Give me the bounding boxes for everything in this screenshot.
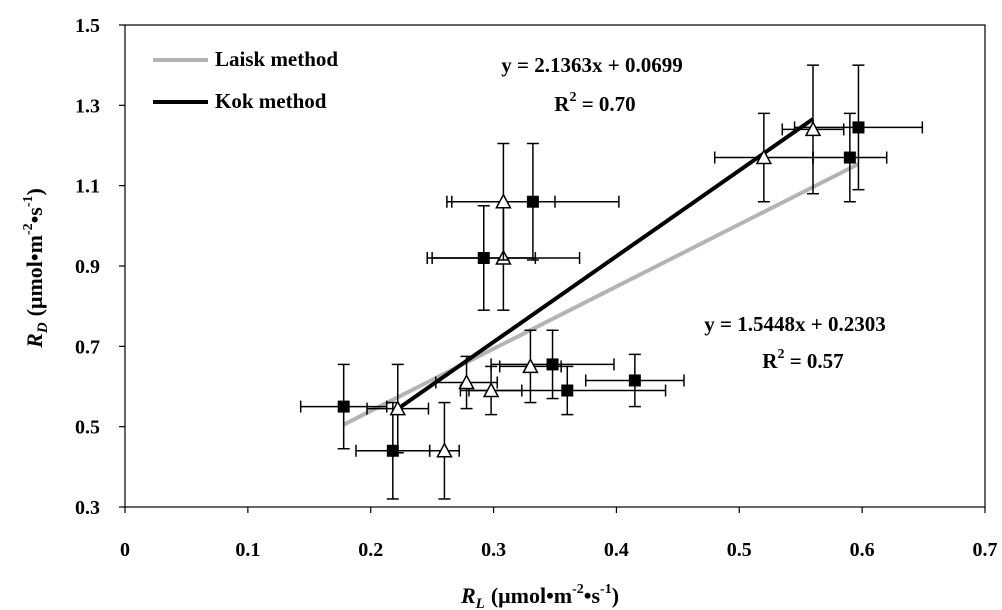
data-point: [355, 401, 431, 500]
legend-label-kok: Kok method: [215, 89, 327, 113]
data-point: [812, 112, 888, 203]
x-tick-label: 0.2: [358, 539, 383, 561]
data-point: [366, 363, 430, 454]
y-tick-label: 1.5: [75, 15, 100, 37]
fit-lines: [342, 117, 860, 427]
square-marker: [337, 400, 350, 413]
y-axis-ticks: 0.3 0.5 0.7 0.9 1.1 1.3 1.5: [75, 15, 125, 519]
square-marker: [852, 121, 865, 134]
data-point: [498, 329, 562, 404]
data-point: [584, 353, 685, 408]
square-marker: [628, 374, 641, 387]
y-tick-label: 1.3: [75, 95, 100, 117]
y-axis-title: RD(μmol•m-2•s-1): [21, 188, 51, 349]
triangle-marker: [482, 381, 500, 398]
data-point: [451, 142, 556, 261]
data-point: [490, 329, 615, 400]
triangle-marker: [389, 400, 406, 416]
square-marker: [561, 384, 574, 397]
y-tick-label: 0.5: [75, 417, 100, 439]
x-tick-label: 0.5: [727, 539, 752, 561]
triangle-marker: [804, 120, 822, 137]
fit-line-laisk-method: [342, 162, 860, 427]
kok-equation: y = 2.1363x + 0.0699: [501, 53, 682, 77]
triangle-marker: [436, 442, 453, 458]
laisk-equation: y = 1.5448x + 0.2303: [704, 312, 885, 336]
y-tick-label: 0.7: [75, 336, 100, 358]
y-tick-label: 1.1: [75, 176, 100, 198]
data-point: [781, 64, 845, 195]
square-marker: [386, 444, 399, 457]
legend-label-laisk: Laisk method: [215, 47, 338, 71]
kok-r2: R2 = 0.70: [554, 90, 635, 116]
x-tick-label: 0.7: [973, 539, 998, 561]
x-tick-label: 0.3: [481, 539, 506, 561]
x-axis-ticks: 0 0.1 0.2 0.3 0.4 0.5 0.6 0.7: [120, 507, 998, 561]
data-point: [435, 355, 499, 410]
triangle-marker: [522, 357, 539, 374]
x-tick-label: 0.1: [235, 539, 260, 561]
data-point: [468, 365, 667, 416]
triangle-marker: [755, 148, 773, 165]
triangle-marker: [495, 193, 512, 209]
fit-line-kok-method: [394, 117, 815, 413]
y-tick-label: 0.9: [75, 256, 100, 278]
triangle-marker: [458, 373, 475, 390]
x-axis-title: RL (μmol•m-2•s-1): [460, 582, 619, 610]
x-tick-label: 0: [120, 539, 130, 561]
data-point: [713, 112, 814, 203]
data-point: [299, 363, 388, 450]
x-tick-label: 0.6: [850, 539, 875, 561]
square-marker: [546, 358, 559, 371]
x-tick-label: 0.4: [604, 539, 629, 561]
data-points: [299, 64, 924, 500]
y-tick-label: 0.3: [75, 497, 100, 519]
legend: Laisk method Kok method: [153, 47, 338, 113]
data-point: [428, 401, 460, 500]
square-marker: [843, 151, 856, 164]
laisk-r2: R2 = 0.57: [762, 347, 843, 373]
data-point: [459, 365, 523, 416]
